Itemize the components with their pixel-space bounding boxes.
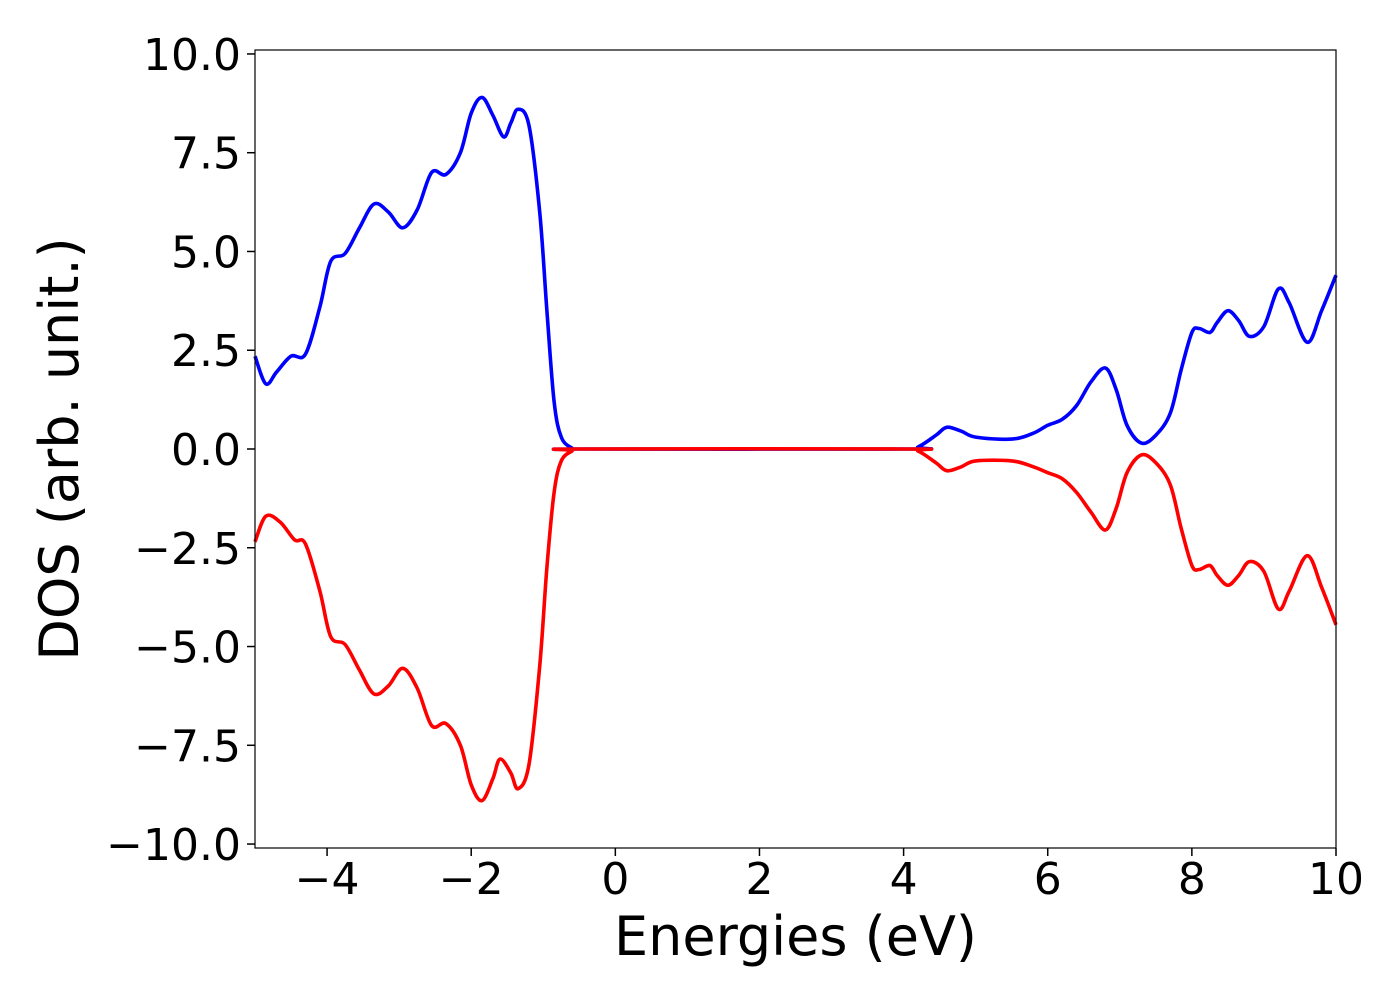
x-tick-label: −4 xyxy=(295,854,360,905)
x-tick-label: 2 xyxy=(745,854,773,905)
x-tick-label: 8 xyxy=(1178,854,1206,905)
y-tick-label: 5.0 xyxy=(171,227,241,278)
series-line-2 xyxy=(253,446,1338,803)
y-tick-label: 2.5 xyxy=(171,326,241,377)
y-axis-title: DOS (arb. unit.) xyxy=(28,237,91,660)
x-tick-label: 0 xyxy=(601,854,629,905)
y-tick-label: −5.0 xyxy=(134,623,241,674)
series-layer xyxy=(253,95,1338,803)
y-tick-label: −7.5 xyxy=(134,721,241,772)
series-line-1 xyxy=(253,95,1338,452)
x-axis-title: Energies (eV) xyxy=(614,905,977,968)
y-tick-label: 10.0 xyxy=(143,30,241,81)
x-tick-label: 6 xyxy=(1034,854,1062,905)
x-tick-label: −2 xyxy=(439,854,504,905)
y-tick-label: 0.0 xyxy=(171,425,241,476)
y-tick-label: 7.5 xyxy=(171,129,241,180)
y-tick-label: −2.5 xyxy=(134,524,241,575)
y-tick-label: −10.0 xyxy=(106,820,241,871)
x-tick-label: 10 xyxy=(1308,854,1364,905)
x-tick-label: 4 xyxy=(890,854,918,905)
y-axis: 10.0 7.5 5.0 2.5 0.0 −2.5 −5.0 −7.5 −10.0 xyxy=(106,30,255,871)
x-axis: −4 −2 0 2 4 6 8 10 xyxy=(295,848,1364,905)
